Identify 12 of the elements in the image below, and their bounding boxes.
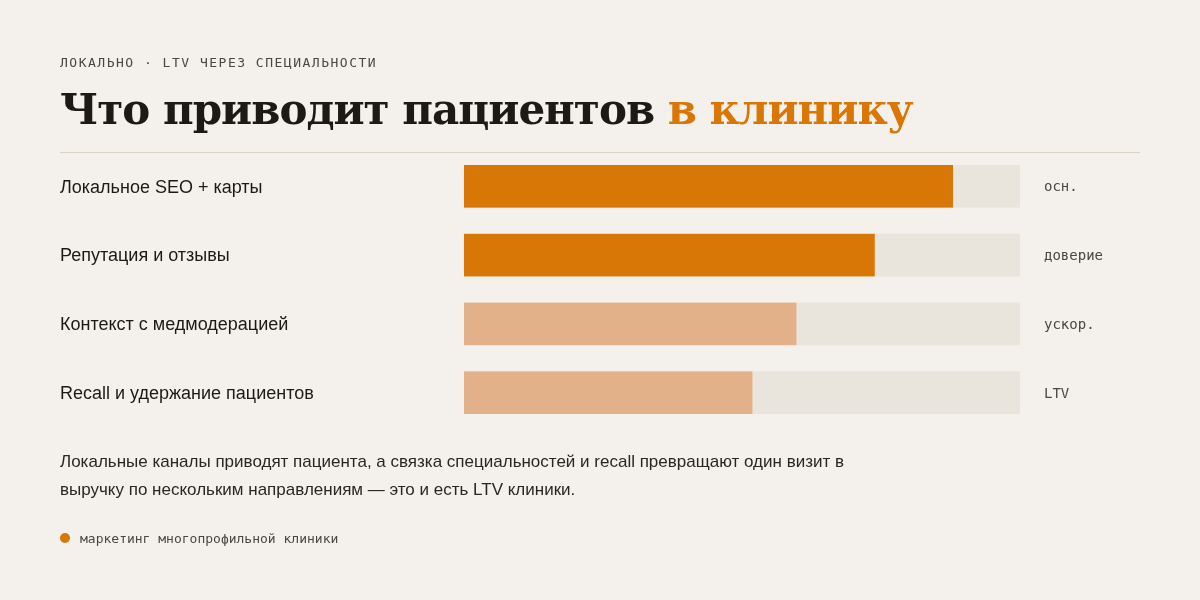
text: ЛОКАЛЬНО · LTV ЧЕРЕЗ СПЕЦИАЛЬНОСТИ [60,55,378,70]
text: доверие [1044,247,1104,264]
text: LTV [1044,384,1070,401]
text: маркетинг многопрофильной клиники [80,531,339,546]
chart-title: Что приводит пациентов в клинику [60,85,914,134]
text: осн. [1044,178,1078,195]
y-tick-label: Контекст с медмодерацией [60,314,289,335]
y-tick-label: Recall и удержание пациентов [60,382,314,403]
y-tick-label: Репутация и отзывы [60,245,230,266]
y-tick-label: Локальное SEO + карты [60,176,263,197]
text: ускор. [1044,315,1095,332]
text: Локальные каналы приводят пациента, а связка специальностей и recall превращают один визит в выручку по нескольким направлениям — это и есть LTV клиники. [60,452,845,499]
